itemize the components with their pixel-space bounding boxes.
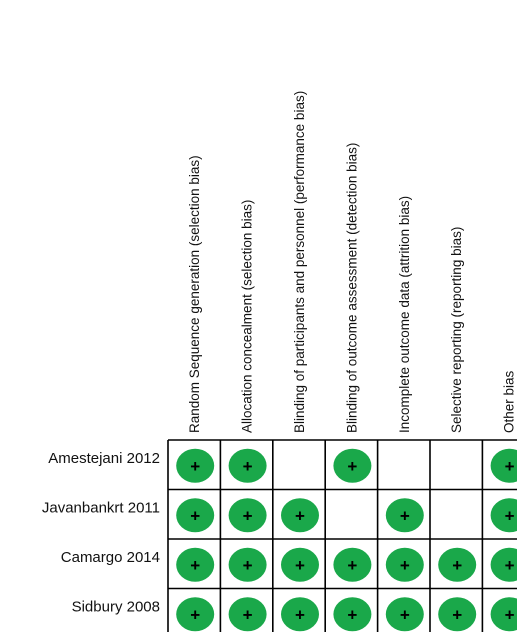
low-risk-plus: + — [295, 556, 305, 575]
low-risk-plus: + — [347, 457, 357, 476]
low-risk-plus: + — [400, 556, 410, 575]
low-risk-marker — [176, 498, 215, 533]
domain-header: Selective reporting (reporting bias) — [449, 227, 464, 433]
study-label: Javanbankrt 2011 — [42, 499, 160, 516]
domain-header: Incomplete outcome data (attrition bias) — [397, 196, 412, 433]
low-risk-plus: + — [243, 506, 253, 525]
low-risk-marker — [176, 597, 215, 632]
low-risk-plus: + — [295, 605, 305, 624]
domain-header: Allocation concealment (selection bias) — [240, 200, 255, 433]
low-risk-plus: + — [347, 605, 357, 624]
low-risk-plus: + — [505, 457, 515, 476]
low-risk-marker — [333, 448, 372, 483]
study-label: Camargo 2014 — [61, 549, 160, 566]
domain-header: Blinding of outcome assessment (detectio… — [344, 143, 359, 433]
low-risk-plus: + — [295, 506, 305, 525]
low-risk-plus: + — [400, 506, 410, 525]
low-risk-marker — [385, 547, 424, 582]
low-risk-marker — [490, 547, 517, 582]
low-risk-marker — [281, 597, 319, 632]
low-risk-marker — [333, 547, 372, 582]
low-risk-plus: + — [190, 506, 200, 525]
low-risk-marker — [228, 498, 267, 533]
domain-header: Other bias — [502, 370, 517, 433]
low-risk-marker — [176, 547, 215, 582]
low-risk-marker — [385, 498, 424, 533]
low-risk-marker — [281, 547, 319, 582]
low-risk-marker — [281, 498, 319, 533]
low-risk-marker — [385, 597, 424, 632]
low-risk-plus: + — [452, 556, 462, 575]
low-risk-plus: + — [190, 556, 200, 575]
low-risk-plus: + — [190, 457, 200, 476]
low-risk-marker — [228, 448, 267, 483]
low-risk-plus: + — [400, 605, 410, 624]
low-risk-plus: + — [190, 605, 200, 624]
low-risk-marker — [490, 597, 517, 632]
low-risk-marker — [490, 498, 517, 533]
study-label: Sidbury 2008 — [72, 598, 160, 615]
low-risk-plus: + — [505, 605, 515, 624]
low-risk-marker — [176, 448, 215, 483]
low-risk-marker — [438, 547, 477, 582]
low-risk-plus: + — [505, 556, 515, 575]
low-risk-plus: + — [347, 556, 357, 575]
low-risk-plus: + — [243, 556, 253, 575]
low-risk-plus: + — [243, 457, 253, 476]
low-risk-marker — [228, 547, 267, 582]
study-label: Amestejani 2012 — [48, 450, 160, 467]
low-risk-marker — [228, 597, 267, 632]
low-risk-plus: + — [452, 605, 462, 624]
low-risk-marker — [490, 448, 517, 483]
low-risk-marker — [438, 597, 477, 632]
domain-header: Random Sequence generation (selection bi… — [187, 155, 202, 433]
domain-header: Blinding of participants and personnel (… — [292, 91, 307, 433]
low-risk-plus: + — [243, 605, 253, 624]
low-risk-plus: + — [505, 506, 515, 525]
low-risk-marker — [333, 597, 372, 632]
